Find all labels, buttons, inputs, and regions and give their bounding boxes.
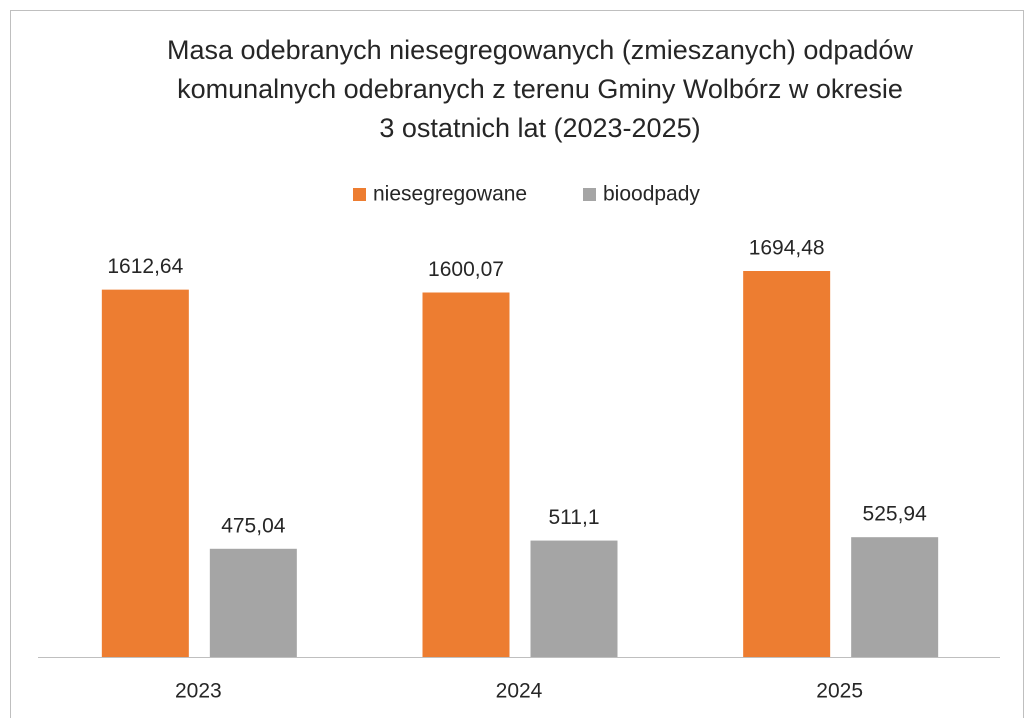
x-tick-label: 2025 [816,680,863,703]
bar [101,289,189,657]
chart-title: komunalnych odebranych z terenu Gminy Wo… [177,74,903,104]
legend-label: bioodpady [603,183,700,206]
chart-title: Masa odebranych niesegregowanych (zmiesz… [167,35,913,65]
data-label: 1612,64 [107,255,183,278]
legend-swatch [583,188,596,201]
legend-swatch [353,188,366,201]
x-tick-label: 2023 [175,680,222,703]
x-tick-label: 2024 [496,680,543,703]
bar [851,537,939,657]
data-label: 1600,07 [428,258,504,281]
data-label: 525,94 [863,503,928,526]
bar [209,548,297,657]
data-label: 511,1 [549,506,600,529]
data-label: 1694,48 [749,237,825,260]
legend-label: niesegregowane [373,183,527,206]
bar [743,271,831,657]
bar [422,292,510,657]
chart-title: 3 ostatnich lat (2023-2025) [379,113,700,143]
bar [530,540,618,657]
data-label: 475,04 [221,514,286,537]
